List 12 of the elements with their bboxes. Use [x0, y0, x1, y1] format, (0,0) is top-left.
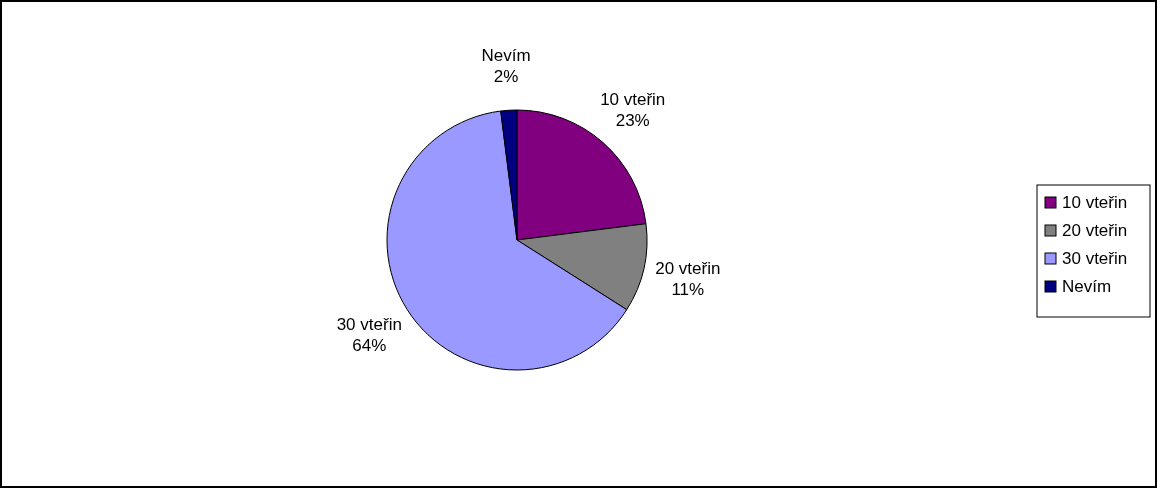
slice-label: Nevím	[481, 46, 531, 66]
legend-label: 30 vteřin	[1062, 249, 1128, 268]
legend-label: Nevím	[1062, 277, 1112, 296]
data-label: 11%	[671, 280, 705, 300]
slice-label: 20 vteřin	[655, 259, 721, 279]
slice-label: 30 vteřin	[336, 314, 402, 334]
legend-label: 20 vteřin	[1062, 221, 1128, 240]
slice-label: 10 vteřin	[600, 89, 666, 109]
data-label: 2%	[493, 67, 519, 87]
data-label: 64%	[352, 335, 387, 355]
data-label: 23%	[615, 110, 650, 130]
legend-label: 10 vteřin	[1062, 193, 1128, 212]
